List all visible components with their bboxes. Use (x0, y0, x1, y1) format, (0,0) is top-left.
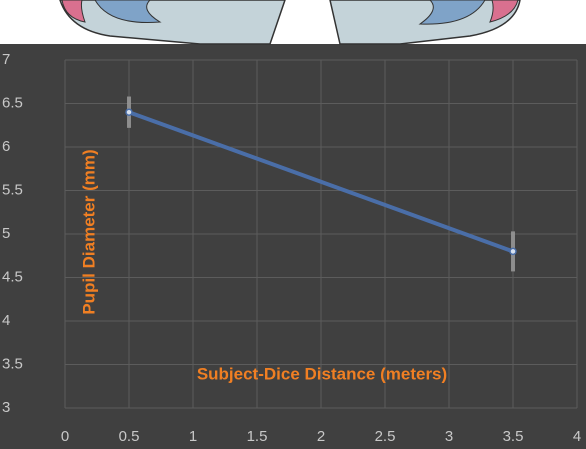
x-tick-label: 1 (189, 428, 197, 445)
y-tick-label: 5 (2, 225, 10, 242)
y-axis-label: Pupil Diameter (mm) (79, 149, 98, 314)
illustration-shape (489, 0, 519, 23)
x-tick-label: 0.5 (119, 428, 140, 445)
y-tick-label: 4 (2, 312, 10, 329)
illustration (59, 0, 521, 45)
point (125, 108, 133, 116)
point (509, 247, 517, 256)
illustration-shape (94, 0, 162, 24)
chart-background (0, 44, 586, 449)
x-tick-label: 4 (573, 428, 581, 445)
illustration-shape (61, 0, 86, 23)
series-line (128, 110, 514, 254)
x-tick-label: 3.5 (503, 428, 524, 445)
illustration-shape (418, 0, 486, 25)
y-tick-label: 6 (2, 138, 10, 155)
x-tick-label: 1.5 (247, 428, 268, 445)
x-tick-label: 2 (317, 428, 325, 445)
y-tick-label: 7 (2, 51, 10, 68)
x-tick-label: 0 (61, 428, 69, 445)
x-tick-label: 3 (445, 428, 453, 445)
y-tick-label: 5.5 (2, 181, 23, 198)
x-tick-label: 2.5 (375, 428, 396, 445)
y-tick-label: 6.5 (2, 94, 23, 111)
y-tick-label: 3.5 (2, 355, 23, 372)
x-axis-label: Subject-Dice Distance (meters) (197, 364, 447, 383)
y-tick-label: 3 (2, 399, 10, 416)
grid (64, 59, 578, 409)
y-tick-label: 4.5 (2, 268, 23, 285)
